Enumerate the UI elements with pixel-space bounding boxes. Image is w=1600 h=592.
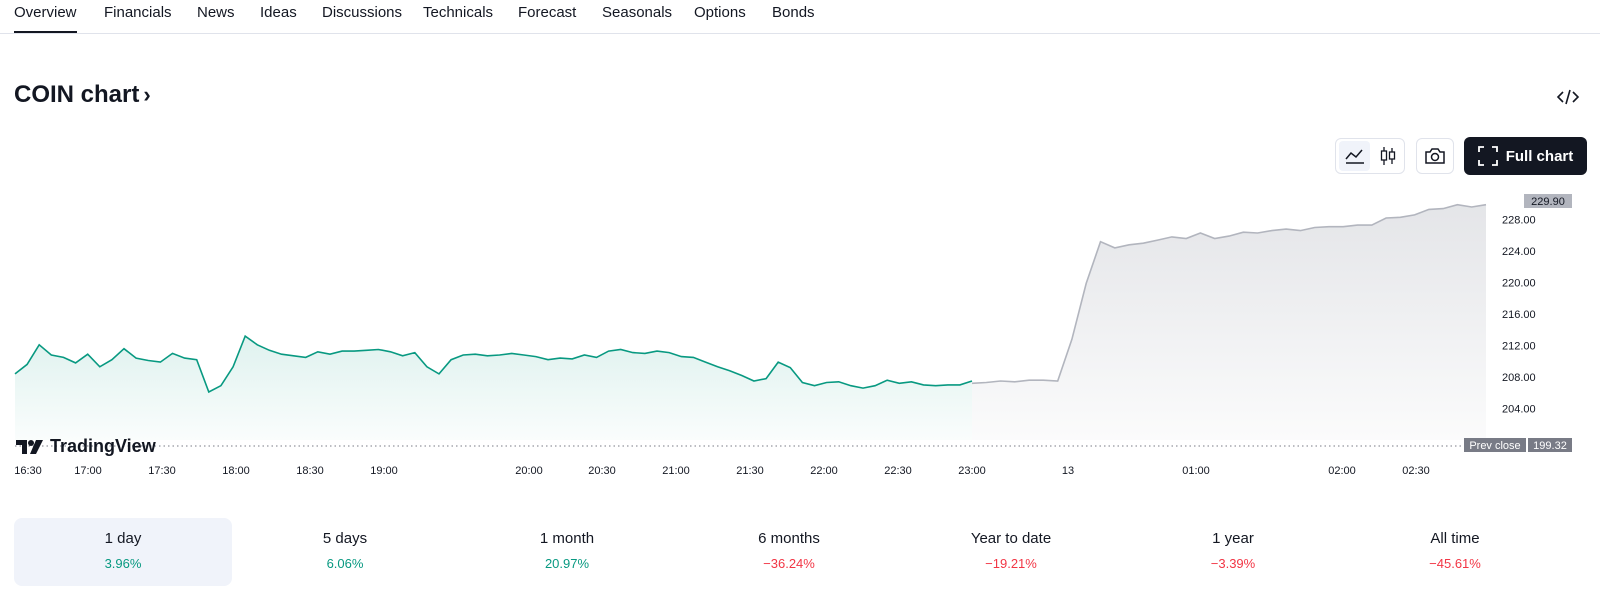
time-tick-label: 22:00: [810, 465, 838, 477]
time-tick-label: 23:00: [958, 465, 986, 477]
period-change: 3.96%: [104, 556, 142, 571]
period-performance: 1 day 3.96% 5 days 6.06% 1 month 20.97% …: [14, 518, 1574, 586]
period-label: 1 year: [1212, 530, 1254, 547]
extended-session-line: [971, 203, 1487, 385]
full-chart-label: Full chart: [1505, 147, 1574, 165]
chart-title-link[interactable]: COIN chart ›: [14, 81, 151, 109]
period-change: 20.97%: [544, 556, 590, 571]
last-price-badge: [1524, 194, 1572, 208]
time-tick-label: 17:30: [148, 465, 176, 477]
tab-seasonals[interactable]: Seasonals: [602, 4, 673, 21]
last-price-label: 229.90: [1531, 196, 1565, 208]
price-chart[interactable]: 228.00 224.00 220.00 216.00 212.00 208.00 204.…: [0, 190, 1600, 500]
time-tick-label: 02:30: [1402, 465, 1430, 477]
prev-close-badge: [1464, 438, 1526, 452]
prev-close-label: Prev close: [1469, 440, 1520, 452]
code-embed-icon[interactable]: [1556, 87, 1580, 107]
time-tick-label: 21:30: [736, 465, 764, 477]
period-change: −45.61%: [1429, 556, 1481, 571]
symbol-tabs: Overview Financials News Ideas Discussio…: [0, 0, 1600, 34]
time-tick-label: 21:00: [662, 465, 690, 477]
candlestick-button[interactable]: [1372, 141, 1403, 171]
tab-bonds[interactable]: Bonds: [772, 4, 815, 21]
period-label: Year to date: [970, 530, 1052, 547]
price-tick-label: 212.00: [1502, 341, 1536, 353]
prev-close-value-badge: [1528, 438, 1572, 452]
tab-financials[interactable]: Financials: [104, 4, 172, 21]
time-tick-label: 18:00: [222, 465, 250, 477]
time-tick-label: 22:30: [884, 465, 912, 477]
period-1-month[interactable]: 1 month 20.97%: [458, 518, 676, 586]
time-tick-label: 19:00: [370, 465, 398, 477]
time-tick-label: 02:00: [1328, 465, 1356, 477]
camera-icon: [1425, 148, 1445, 164]
tab-overview[interactable]: Overview: [14, 4, 77, 33]
time-tick-label: 13: [1062, 465, 1074, 477]
price-tick-label: 228.00: [1502, 215, 1536, 227]
price-axis: 228.00 224.00 220.00 216.00 212.00 208.00 204.…: [1502, 215, 1536, 416]
extended-session-area: [972, 204, 1486, 440]
chevron-right-icon: ›: [143, 82, 151, 107]
line-chart-button[interactable]: [1339, 141, 1370, 171]
candlestick-icon: [1380, 147, 1395, 165]
period-1-day[interactable]: 1 day 3.96%: [14, 518, 232, 586]
period-label: 6 months: [758, 530, 820, 547]
period-change: −36.24%: [763, 556, 815, 571]
period-change: −3.39%: [1210, 556, 1256, 571]
line-chart-icon: [1344, 149, 1364, 164]
tradingview-logo: TradingView: [16, 436, 156, 457]
regular-session-line: [14, 334, 973, 394]
price-tick-label: 220.00: [1502, 278, 1536, 290]
period-label: All time: [1430, 530, 1480, 547]
chart-style-toggle: [1335, 138, 1405, 174]
price-tick-label: 208.00: [1502, 372, 1536, 384]
time-tick-label: 17:00: [74, 465, 102, 477]
tab-options[interactable]: Options: [694, 4, 746, 21]
period-change: −19.21%: [985, 556, 1037, 571]
tab-discussions[interactable]: Discussions: [322, 4, 403, 21]
price-tick-label: 216.00: [1502, 309, 1536, 321]
prev-close-value: 199.32: [1533, 440, 1567, 452]
time-tick-label: 16:30: [14, 465, 42, 477]
tab-forecast[interactable]: Forecast: [518, 4, 577, 21]
fullscreen-icon: [1477, 146, 1498, 166]
chart-title: COIN chart: [14, 81, 140, 108]
tradingview-logo-text: TradingView: [50, 436, 156, 456]
period-5-days[interactable]: 5 days 6.06%: [236, 518, 454, 586]
period-all-time[interactable]: All time −45.61%: [1346, 518, 1564, 586]
period-change: 6.06%: [326, 556, 364, 571]
time-tick-label: 01:00: [1182, 465, 1210, 477]
tab-technicals[interactable]: Technicals: [423, 4, 494, 21]
tab-news[interactable]: News: [197, 4, 235, 21]
tab-ideas[interactable]: Ideas: [260, 4, 297, 21]
period-year-to-date[interactable]: Year to date −19.21%: [902, 518, 1120, 586]
time-tick-label: 20:00: [515, 465, 543, 477]
price-tick-label: 204.00: [1502, 404, 1536, 416]
time-tick-label: 18:30: [296, 465, 324, 477]
period-label: 1 day: [104, 530, 142, 547]
regular-session-area: [15, 336, 972, 440]
full-chart-button[interactable]: Full chart: [1464, 137, 1587, 175]
period-label: 5 days: [322, 530, 368, 547]
period-6-months[interactable]: 6 months −36.24%: [680, 518, 898, 586]
snapshot-button[interactable]: [1416, 138, 1454, 174]
time-tick-label: 20:30: [588, 465, 616, 477]
tradingview-icon: [16, 439, 43, 454]
time-axis: 16:30 17:00 17:30 18:00 18:30 19:00 20:00 20:30…: [14, 465, 1430, 477]
period-label: 1 month: [539, 530, 595, 547]
price-tick-label: 224.00: [1502, 246, 1536, 258]
period-1-year[interactable]: 1 year −3.39%: [1124, 518, 1342, 586]
